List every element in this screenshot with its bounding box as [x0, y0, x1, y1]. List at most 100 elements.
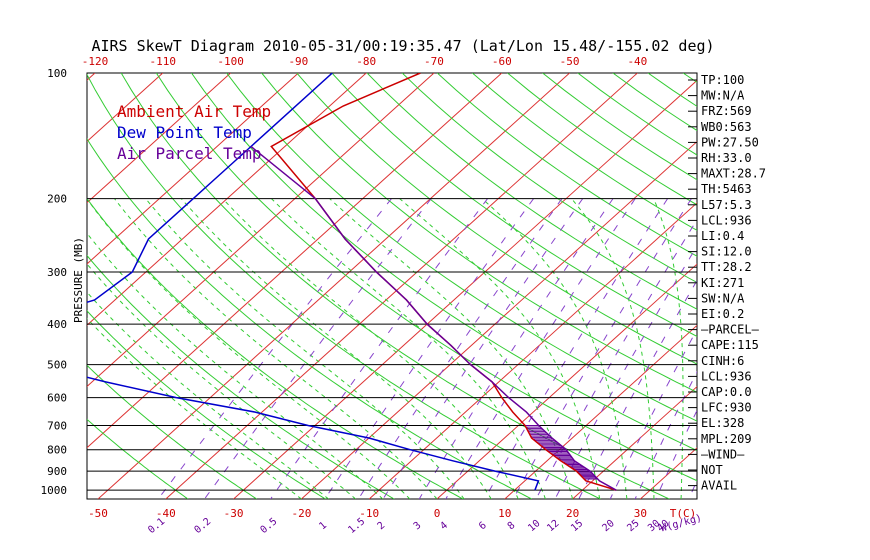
dry-adiabat-line	[120, 73, 670, 499]
mixing-ratio-line	[535, 218, 697, 499]
sounding-stat-entry: LFC:930	[701, 401, 752, 415]
sounding-stat-entry: SW:N/A	[701, 291, 745, 305]
pressure-tick-label: 200	[47, 193, 67, 206]
isotherm-line	[504, 324, 697, 499]
chart-title: AIRS SkewT Diagram 2010-05-31/00:19:35.4…	[91, 37, 714, 55]
isotherm-line	[301, 140, 697, 499]
isotherm-line	[87, 73, 435, 388]
isotherm-line	[0, 73, 27, 499]
dry-adiabat-line	[87, 418, 189, 499]
mixing-ratio-line	[634, 370, 697, 499]
mixing-ratio-line	[157, 198, 392, 499]
sounding-stat-entry: CINH:6	[701, 354, 744, 368]
dry-adiabat-line	[87, 310, 326, 499]
mixing-ratio-tick-label: 0.2	[192, 516, 213, 536]
legend: Ambient Air Temp Dew Point Temp Air Parc…	[117, 102, 271, 163]
sounding-stat-entry: WB0:563	[701, 120, 752, 134]
bottom-temp-tick-label: 0	[434, 507, 441, 520]
bottom-temp-tick-label: 30	[634, 507, 647, 520]
dry-adiabat-line	[436, 73, 697, 257]
mixing-ratio-tick-label: 6	[477, 520, 489, 532]
top-temp-tick-label: -90	[288, 55, 308, 68]
sounding-stat-entry: NOT	[701, 463, 723, 477]
dry-adiabat-line	[647, 73, 697, 107]
sounding-stat-entry: MAXT:28.7	[701, 167, 766, 181]
dry-adiabat-line	[296, 73, 697, 365]
mixing-ratio-tick-label: 0.5	[259, 516, 280, 536]
sounding-stat-entry: TP:100	[701, 73, 744, 87]
isotherm-line	[165, 73, 638, 499]
moist-adiabat-line	[87, 263, 356, 499]
mixing-ratio-tick-label: 2	[376, 520, 388, 532]
grid-lines	[0, 73, 870, 499]
bottom-temp-tick-label: -40	[156, 507, 176, 520]
dry-adiabat-line	[87, 73, 601, 499]
mixing-ratio-line	[270, 198, 488, 499]
sounding-stat-entry: LCL:936	[701, 213, 752, 227]
isotherm-line	[233, 79, 697, 499]
sounding-stat-entry: TH:5463	[701, 182, 752, 196]
mixing-ratio-line	[554, 245, 697, 499]
dry-adiabat-line	[331, 73, 697, 337]
mixing-ratio-tick-label: 20	[600, 518, 616, 534]
isotherm-line	[87, 73, 231, 204]
dry-adiabat-line	[401, 73, 697, 284]
profile-lines	[87, 73, 617, 491]
pressure-tick-label: 700	[47, 420, 67, 433]
dry-adiabat-line	[507, 73, 697, 206]
sounding-stat-entry: CAPE:115	[701, 338, 759, 352]
sounding-stat-entry: MPL:209	[701, 432, 752, 446]
bottom-temp-tick-label: -20	[291, 507, 311, 520]
pressure-tick-label: 500	[47, 359, 67, 372]
top-temp-tick-label: -120	[82, 55, 109, 68]
dry-adiabat-line	[366, 73, 697, 310]
parcel-temp-profile	[250, 145, 617, 491]
pressure-tick-label: 900	[47, 465, 67, 478]
isotherm-line	[87, 73, 299, 265]
mixing-ratio-tick-label: 15	[569, 518, 585, 534]
legend-ambient-temp: Ambient Air Temp	[117, 102, 271, 121]
mixing-ratio-line	[445, 198, 636, 499]
isotherm-line	[572, 385, 697, 499]
mixing-ratio-line	[418, 198, 614, 499]
isotherm-line	[776, 73, 870, 499]
pressure-tick-label: 800	[47, 444, 67, 457]
moist-adiabat-line	[271, 198, 546, 499]
bottom-temp-unit: T(C)	[670, 507, 697, 520]
mixing-ratio-line	[512, 198, 692, 499]
mixing-ratio-tick-label: 25	[625, 518, 641, 534]
sounding-stat-entry: FRZ:569	[701, 104, 752, 118]
mixing-ratio-tick-label: 1	[317, 520, 329, 532]
sounding-stat-entry: MW:N/A	[701, 89, 745, 103]
ambient-temp-profile	[270, 73, 617, 491]
plot-frame	[86, 72, 698, 500]
pressure-tick-label: 400	[47, 318, 67, 331]
sounding-stat-entry: RH:33.0	[701, 151, 752, 165]
mixing-ratio-tick-label: 8	[506, 520, 518, 532]
moist-adiabat-line	[653, 198, 684, 499]
sounding-stat-entry: L57:5.3	[701, 198, 752, 212]
moist-adiabat-line	[329, 198, 574, 499]
sounding-stat-entry: TT:28.2	[701, 260, 752, 274]
moist-adiabat-line	[114, 198, 438, 499]
moist-adiabat-line	[571, 198, 655, 499]
top-temp-tick-label: -60	[492, 55, 512, 68]
moist-adiabat-line	[145, 198, 465, 499]
moist-adiabat-line	[87, 317, 302, 499]
sounding-stat-entry: PW:27.50	[701, 135, 759, 149]
sounding-stat-entry: SI:12.0	[701, 245, 752, 259]
sounding-stat-entry: —PARCEL—	[701, 323, 760, 337]
top-temp-tick-label: -80	[356, 55, 376, 68]
dry-adiabat-line	[789, 73, 870, 499]
mixing-ratio-tick-label: 3	[412, 520, 424, 532]
dry-adiabat-line	[226, 73, 697, 422]
dry-adiabat-line	[261, 73, 697, 393]
moist-adiabat-line	[180, 198, 492, 499]
mixing-ratio-line	[357, 198, 563, 499]
mixing-ratio-line	[578, 279, 697, 499]
sounding-stat-entry: KI:271	[701, 276, 744, 290]
sounding-stat-entry: EL:328	[701, 416, 744, 430]
top-temp-tick-label: -50	[560, 55, 580, 68]
top-temp-tick-label: -110	[150, 55, 177, 68]
sounding-stat-entry: —WIND—	[701, 447, 745, 461]
